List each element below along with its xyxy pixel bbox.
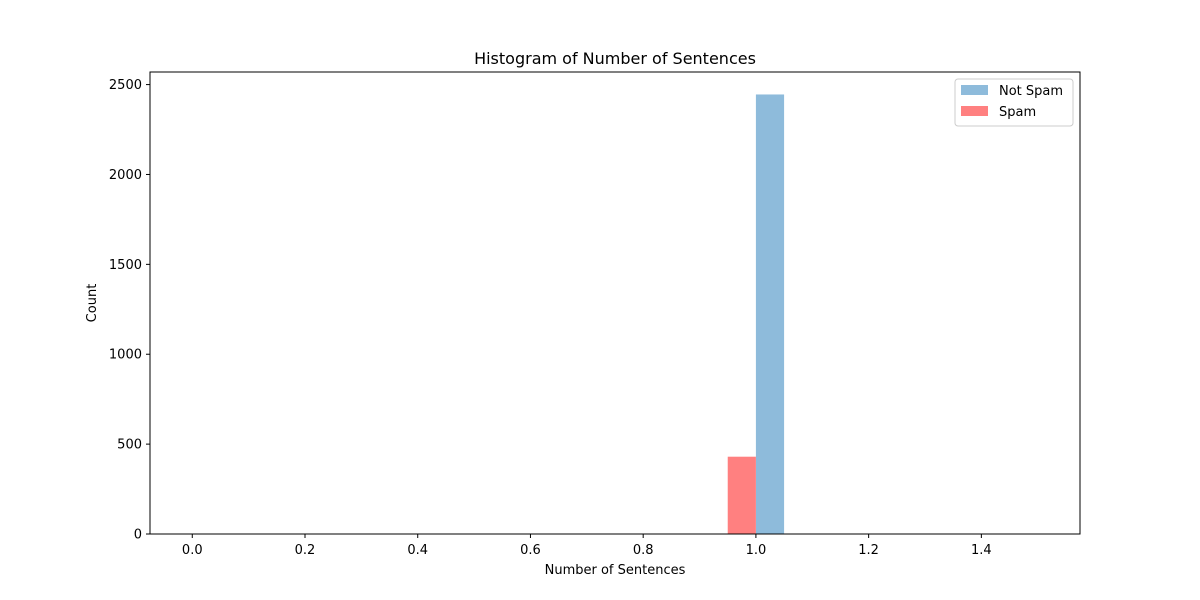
x-tick-label: 0.4 <box>407 543 428 558</box>
x-tick-label: 0.0 <box>182 543 203 558</box>
bar-not-spam-0 <box>755 94 785 534</box>
legend-items: Not Spam Spam <box>961 84 1063 120</box>
x-tick-label: 0.2 <box>295 543 316 558</box>
x-tick-label: 1.4 <box>971 543 992 558</box>
legend-label-not-spam: Not Spam <box>999 84 1063 99</box>
legend-label-spam: Spam <box>999 105 1036 120</box>
x-tick-label: 0.8 <box>633 543 654 558</box>
y-tick-label: 2000 <box>109 168 142 183</box>
y-axis-ticks: 0 500 1000 1500 2000 2500 <box>109 78 150 543</box>
y-tick-label: 1500 <box>109 258 142 273</box>
bars-layer <box>727 94 785 534</box>
y-tick-label: 1000 <box>109 348 142 363</box>
x-tick-label: 1.0 <box>746 543 767 558</box>
y-axis-label: Count <box>85 284 100 323</box>
x-axis-label: Number of Sentences <box>545 563 686 578</box>
y-tick-label: 500 <box>117 438 142 453</box>
plot-frame <box>149 71 1081 535</box>
y-tick-label: 2500 <box>109 78 142 93</box>
bar-spam-0 <box>727 456 756 534</box>
legend-swatch-not-spam <box>961 85 988 95</box>
x-axis-ticks: 0.0 0.2 0.4 0.6 0.8 1.0 1.2 1.4 <box>182 534 992 558</box>
legend: Not Spam Spam <box>954 78 1074 127</box>
y-tick-label: 0 <box>134 528 142 543</box>
chart-title: Histogram of Number of Sentences <box>474 49 756 68</box>
x-tick-label: 0.6 <box>520 543 541 558</box>
x-tick-label: 1.2 <box>858 543 879 558</box>
legend-swatch-spam <box>961 106 988 116</box>
